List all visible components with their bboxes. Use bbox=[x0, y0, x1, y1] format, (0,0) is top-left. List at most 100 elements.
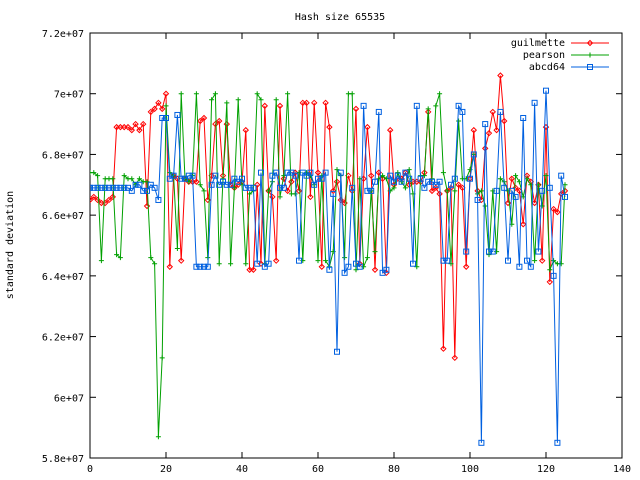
data-point-guilmette bbox=[493, 126, 500, 134]
data-point-guilmette bbox=[272, 257, 280, 264]
data-point-abcd64 bbox=[288, 169, 295, 176]
data-point-abcd64 bbox=[208, 181, 215, 188]
y-axis-label: standard deviation bbox=[5, 191, 16, 299]
data-point-abcd64 bbox=[174, 111, 181, 118]
data-point-abcd64 bbox=[375, 108, 382, 115]
data-point-pearson bbox=[285, 91, 291, 97]
data-point-abcd64 bbox=[90, 184, 97, 191]
y-tick-label: 7.2e+07 bbox=[42, 29, 84, 40]
data-point-abcd64 bbox=[360, 102, 367, 109]
data-point-guilmette bbox=[428, 187, 436, 195]
data-point-pearson bbox=[235, 97, 241, 103]
data-point-abcd64 bbox=[406, 175, 413, 182]
data-point-abcd64 bbox=[98, 184, 105, 191]
data-point-guilmette bbox=[162, 90, 170, 97]
data-point-abcd64 bbox=[543, 87, 549, 94]
data-point-pearson bbox=[444, 188, 450, 194]
data-point-abcd64 bbox=[451, 175, 458, 182]
y-tick-label: 6.2e+07 bbox=[42, 333, 84, 344]
data-point-guilmette bbox=[550, 205, 557, 213]
data-point-abcd64 bbox=[330, 190, 337, 197]
data-point-abcd64 bbox=[455, 102, 462, 109]
data-point-abcd64 bbox=[178, 175, 185, 182]
x-tick-label: 140 bbox=[613, 464, 631, 475]
data-point-abcd64 bbox=[554, 439, 561, 446]
data-point-guilmette bbox=[455, 181, 462, 188]
data-point-guilmette bbox=[519, 221, 527, 228]
plot-frame bbox=[89, 32, 623, 459]
data-point-pearson bbox=[228, 261, 234, 267]
data-point-abcd64 bbox=[463, 248, 470, 255]
data-point-guilmette bbox=[322, 99, 329, 107]
data-point-pearson bbox=[414, 264, 420, 270]
data-point-abcd64 bbox=[535, 248, 542, 255]
data-point-abcd64 bbox=[280, 184, 287, 191]
data-point-pearson bbox=[478, 188, 484, 194]
data-point-pearson bbox=[547, 267, 553, 273]
data-point-abcd64 bbox=[155, 196, 162, 203]
data-point-abcd64 bbox=[467, 175, 473, 182]
data-point-abcd64 bbox=[144, 187, 150, 194]
data-point-abcd64 bbox=[383, 266, 390, 273]
data-point-abcd64 bbox=[524, 257, 530, 264]
y-tick-label: 6e+07 bbox=[54, 393, 84, 404]
legend-marker-guilmette bbox=[586, 39, 594, 47]
data-point-abcd64 bbox=[239, 175, 245, 182]
data-point-pearson bbox=[98, 258, 104, 264]
data-point-guilmette bbox=[470, 126, 478, 134]
data-point-pearson bbox=[281, 173, 287, 179]
data-point-pearson bbox=[342, 255, 348, 261]
data-point-abcd64 bbox=[227, 181, 234, 188]
y-tick-label: 6.8e+07 bbox=[42, 150, 84, 161]
data-point-guilmette bbox=[379, 175, 386, 182]
data-point-abcd64 bbox=[558, 172, 565, 179]
series-abcd64 bbox=[90, 87, 568, 446]
data-point-guilmette bbox=[538, 257, 546, 264]
data-point-abcd64 bbox=[90, 184, 93, 191]
data-point-guilmette bbox=[329, 187, 337, 195]
data-point-pearson bbox=[448, 261, 454, 267]
data-point-abcd64 bbox=[429, 178, 435, 185]
data-point-guilmette bbox=[500, 117, 508, 125]
data-point-pearson bbox=[364, 255, 370, 261]
data-point-guilmette bbox=[462, 263, 470, 270]
data-point-abcd64 bbox=[516, 263, 523, 270]
data-point-pearson bbox=[292, 191, 298, 197]
x-tick-label: 120 bbox=[537, 464, 555, 475]
data-point-abcd64 bbox=[246, 184, 253, 191]
data-point-guilmette bbox=[295, 187, 303, 195]
data-point-pearson bbox=[254, 91, 260, 97]
data-point-abcd64 bbox=[478, 439, 485, 446]
data-point-abcd64 bbox=[531, 99, 538, 106]
chart-title: Hash size 65535 bbox=[295, 12, 385, 23]
data-point-abcd64 bbox=[102, 184, 109, 191]
data-point-abcd64 bbox=[242, 184, 249, 191]
data-point-guilmette bbox=[139, 120, 147, 128]
data-point-abcd64 bbox=[166, 175, 173, 182]
data-point-abcd64 bbox=[193, 263, 200, 270]
data-point-guilmette bbox=[151, 105, 158, 113]
data-point-pearson bbox=[421, 173, 427, 179]
data-point-pearson bbox=[383, 176, 389, 182]
data-point-abcd64 bbox=[493, 187, 500, 194]
data-point-abcd64 bbox=[284, 169, 291, 176]
data-point-guilmette bbox=[276, 102, 284, 110]
data-point-pearson bbox=[243, 261, 249, 267]
data-point-pearson bbox=[395, 170, 401, 176]
data-point-guilmette bbox=[177, 257, 185, 264]
legend-label-abcd64: abcd64 bbox=[529, 62, 565, 73]
data-point-guilmette bbox=[94, 196, 101, 204]
data-point-abcd64 bbox=[398, 178, 405, 185]
data-point-pearson bbox=[224, 100, 230, 106]
data-point-guilmette bbox=[508, 175, 516, 182]
data-point-abcd64 bbox=[318, 175, 325, 182]
data-point-abcd64 bbox=[345, 263, 352, 270]
legend-marker-abcd64 bbox=[587, 64, 593, 70]
data-point-guilmette bbox=[352, 105, 360, 113]
data-point-abcd64 bbox=[125, 184, 131, 191]
data-point-abcd64 bbox=[296, 257, 302, 264]
data-point-guilmette bbox=[136, 126, 143, 134]
data-point-pearson bbox=[315, 258, 321, 264]
data-point-abcd64 bbox=[410, 260, 416, 267]
